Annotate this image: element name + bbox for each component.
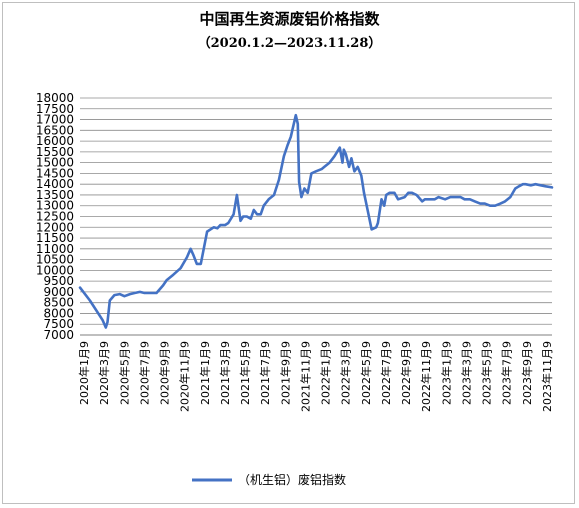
x-tick-label: 2022年7月9: [379, 341, 393, 405]
x-tick-label: 2020年3月9: [97, 341, 111, 405]
y-tick-label: 7000: [43, 328, 74, 342]
x-tick-label: 2021年9月9: [278, 341, 292, 405]
x-tick-label: 2021年3月9: [218, 341, 232, 405]
y-tick-label: 8000: [43, 306, 74, 320]
x-tick-label: 2022年11月9: [419, 341, 433, 412]
x-tick-label: 2022年5月9: [359, 341, 373, 405]
chart-subtitle: （2020.1.2—2023.11.28）: [197, 36, 382, 51]
x-tick-label: 2020年9月9: [158, 341, 172, 405]
x-tick-label: 2023年11月9: [540, 341, 554, 412]
grid-lines: [80, 97, 552, 336]
y-tick-label: 10500: [36, 253, 74, 267]
y-tick-label: 7500: [43, 317, 74, 331]
legend: （机生铝）废铝指数: [192, 472, 346, 487]
x-tick-label: 2022年9月9: [399, 341, 413, 405]
y-tick-label: 11000: [36, 242, 74, 256]
x-tick-label: 2021年1月9: [198, 341, 212, 405]
y-tick-label: 15500: [36, 145, 74, 159]
y-axis-tick-labels: 7000750080008500900095001000010500110001…: [36, 91, 74, 342]
x-tick-label: 2021年5月9: [238, 341, 252, 405]
x-tick-label: 2021年7月9: [258, 341, 272, 405]
x-tick-label: 2023年1月9: [439, 341, 453, 405]
chart-title: 中国再生资源废铝价格指数: [199, 10, 380, 28]
y-tick-label: 9500: [43, 274, 74, 288]
y-tick-label: 11500: [36, 231, 74, 245]
x-tick-label: 2020年5月9: [117, 341, 131, 405]
x-tick-label: 2020年11月9: [178, 341, 192, 412]
y-tick-label: 14500: [36, 166, 74, 180]
x-tick-label: 2020年1月9: [77, 341, 91, 405]
y-tick-label: 12500: [36, 210, 74, 224]
x-tick-label: 2021年11月9: [298, 341, 312, 412]
series-line: [78, 113, 554, 329]
x-tick-label: 2023年9月9: [520, 341, 534, 405]
y-tick-label: 17500: [36, 102, 74, 116]
chart-frame: [2, 2, 575, 504]
x-tick-label: 2023年7月9: [500, 341, 514, 405]
x-tick-label: 2022年1月9: [319, 341, 333, 405]
x-tick-label: 2020年7月9: [137, 341, 151, 405]
y-tick-label: 17000: [36, 113, 74, 127]
legend-label: （机生铝）废铝指数: [238, 472, 346, 487]
y-tick-label: 8500: [43, 296, 74, 310]
y-tick-label: 14000: [36, 177, 74, 191]
y-tick-label: 15000: [36, 156, 74, 170]
y-tick-label: 9000: [43, 285, 74, 299]
y-tick-label: 10000: [36, 263, 74, 277]
x-tick-label: 2023年3月9: [459, 341, 473, 405]
x-tick-label: 2023年5月9: [480, 341, 494, 405]
y-tick-label: 12000: [36, 220, 74, 234]
x-tick-label: 2022年3月9: [339, 341, 353, 405]
series-layer: [78, 113, 554, 329]
x-axis-tick-labels: 2020年1月9 2020年3月9 2020年5月9 2020年7月9 2020年9月9…: [77, 341, 554, 412]
y-tick-label: 13000: [36, 199, 74, 213]
y-tick-label: 16500: [36, 123, 74, 137]
y-tick-label: 13500: [36, 188, 74, 202]
y-tick-label: 18000: [36, 91, 74, 105]
y-tick-label: 16000: [36, 134, 74, 148]
